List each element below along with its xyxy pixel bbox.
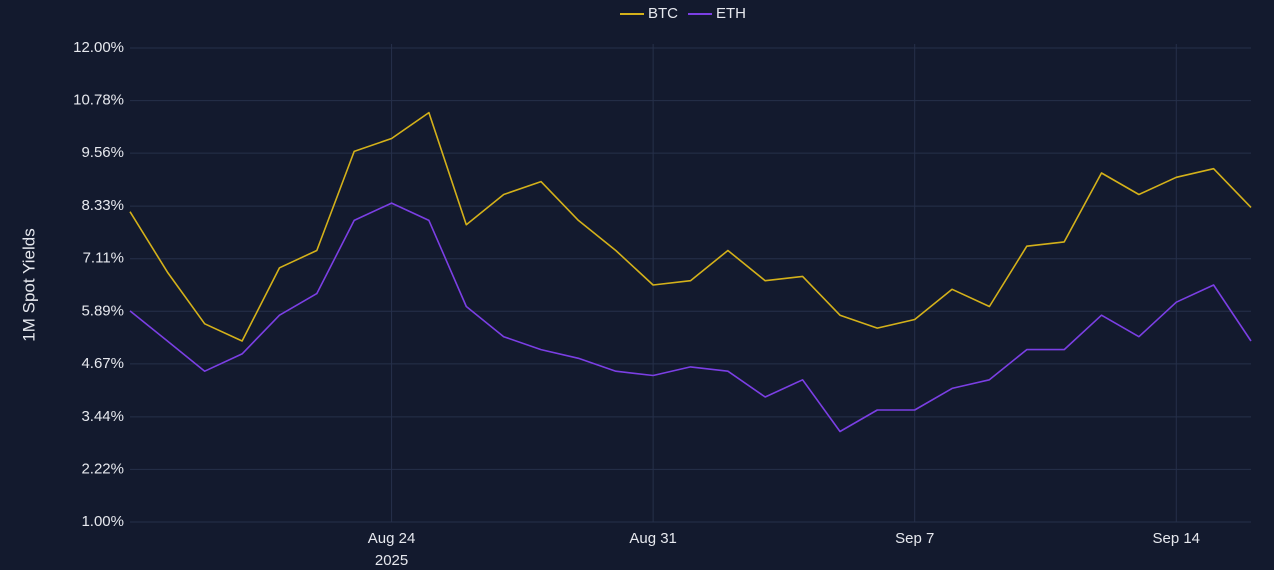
x-year-label: 2025: [375, 552, 408, 569]
y-tick-label: 1.00%: [81, 513, 124, 530]
x-tick-label: Aug 31: [629, 530, 677, 547]
y-tick-label: 2.22%: [81, 460, 124, 477]
x-tick-label: Sep 7: [895, 530, 934, 547]
x-tick-label: Aug 24: [368, 530, 416, 547]
legend-label: ETH: [716, 5, 746, 22]
y-tick-label: 8.33%: [81, 197, 124, 214]
y-tick-label: 7.11%: [83, 250, 124, 267]
y-tick-label: 10.78%: [73, 92, 124, 109]
y-tick-label: 4.67%: [81, 355, 124, 372]
series-line: [129, 111, 1252, 342]
legend-label: BTC: [648, 5, 678, 22]
y-tick-label: 12.00%: [73, 39, 124, 56]
y-tick-label: 5.89%: [81, 302, 124, 319]
series-line: [129, 202, 1252, 433]
x-tick-label: Sep 14: [1152, 530, 1200, 547]
y-tick-label: 3.44%: [81, 408, 124, 425]
y-tick-label: 9.56%: [81, 144, 124, 161]
y-axis-label: 1M Spot Yields: [19, 228, 38, 341]
